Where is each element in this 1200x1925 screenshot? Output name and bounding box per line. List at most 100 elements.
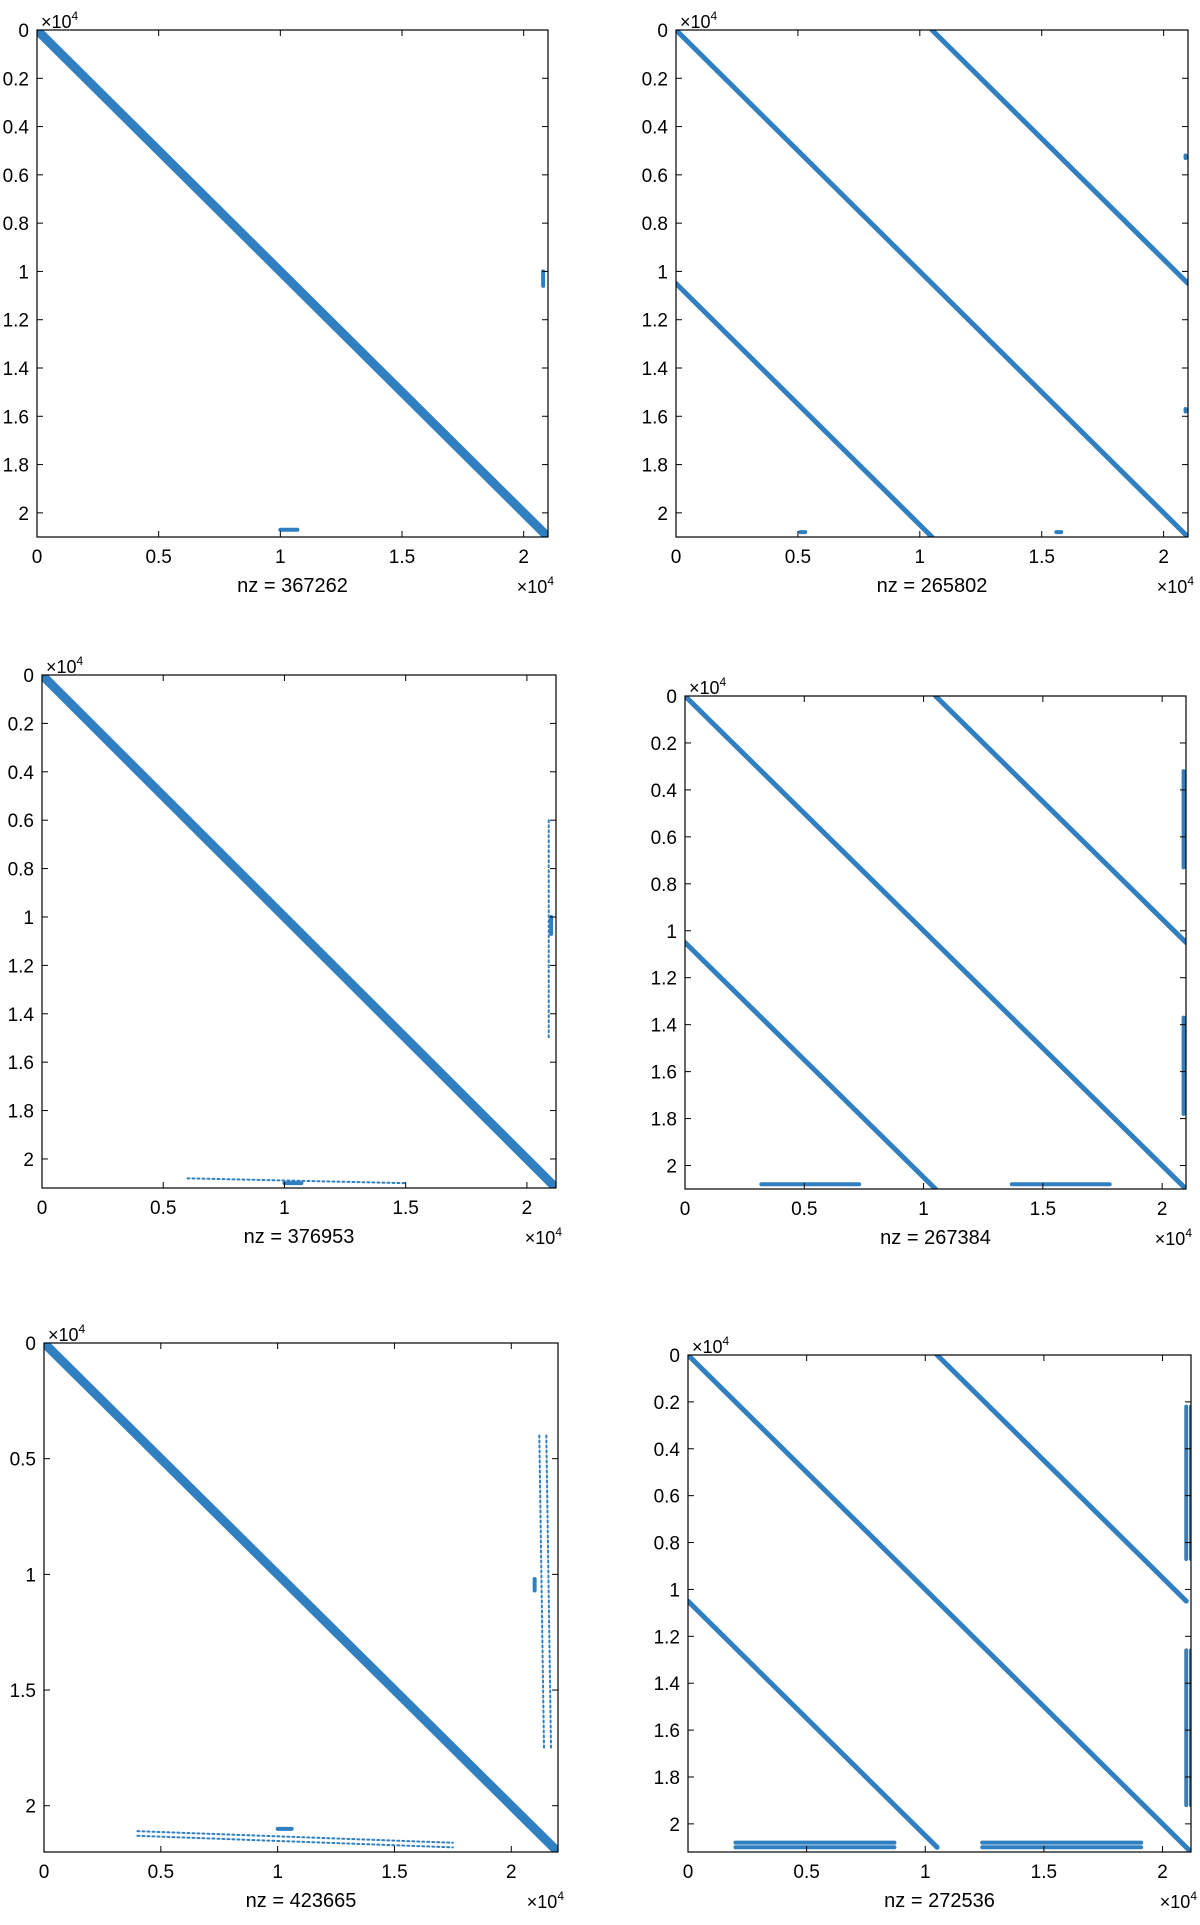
x-tick-label: 0 bbox=[39, 1862, 50, 1883]
x-tick-label: 0.5 bbox=[785, 547, 811, 568]
y-tick-label: 1.6 bbox=[3, 407, 29, 428]
y-tick-label: 0.4 bbox=[654, 1440, 681, 1461]
x-tick-label: 2 bbox=[1157, 1862, 1168, 1883]
y-tick-label: 1.6 bbox=[651, 1063, 677, 1084]
y-tick-label: 1 bbox=[666, 922, 677, 943]
axes-frame bbox=[684, 695, 1187, 1190]
y-tick-label: 1.4 bbox=[651, 1016, 678, 1037]
x-axis-multiplier: ×104 bbox=[525, 1225, 563, 1248]
band-lower-off-diagonal bbox=[676, 281, 935, 537]
y-tick-label: 1.4 bbox=[3, 359, 30, 380]
x-tick-label: 1 bbox=[275, 547, 286, 568]
band-upper-off-diagonal bbox=[933, 696, 1186, 945]
y-tick-label: 1.2 bbox=[8, 956, 34, 977]
x-tick-label: 0.5 bbox=[791, 1199, 817, 1220]
y-tick-label: 0.5 bbox=[10, 1450, 36, 1471]
nonzero-block-right-column-dotted-a bbox=[538, 1434, 545, 1749]
y-tick-label: 1 bbox=[657, 262, 668, 283]
y-tick-label: 0.2 bbox=[642, 69, 668, 90]
y-tick-label: 1.6 bbox=[8, 1053, 34, 1074]
y-axis-multiplier: ×104 bbox=[680, 9, 718, 32]
y-tick-label: 0.2 bbox=[651, 734, 677, 755]
plot-area bbox=[676, 30, 1188, 537]
x-axis-multiplier: ×104 bbox=[1157, 574, 1195, 597]
y-tick-label: 1.2 bbox=[3, 311, 29, 332]
y-tick-label: 0.6 bbox=[651, 828, 677, 849]
axes-frame bbox=[675, 29, 1189, 538]
x-tick-label: 2 bbox=[522, 1198, 533, 1219]
band-main-diagonal bbox=[44, 1343, 558, 1852]
x-tick-label: 2 bbox=[1158, 547, 1169, 568]
nz-count-label: nz = 272536 bbox=[884, 1890, 995, 1912]
x-tick-label: 0 bbox=[680, 1199, 691, 1220]
x-tick-label: 1.5 bbox=[1031, 1862, 1057, 1883]
nz-count-label: nz = 376953 bbox=[244, 1226, 355, 1248]
x-tick-label: 1.5 bbox=[381, 1862, 407, 1883]
nz-count-label: nz = 423665 bbox=[246, 1890, 357, 1912]
band-main-diagonal bbox=[688, 1355, 1191, 1852]
spy-panel-2: 0 0.5 1 1.5 2 0 0.2 0.4 0.6 0.8 1 1.2 1.4 1.6 1.8 2 ×104… bbox=[642, 9, 1195, 597]
y-tick-label: 1.8 bbox=[642, 456, 668, 477]
spy-panel-1: 0 0.5 1 1.5 2 0 0.2 0.4 0.6 0.8 1 1.2 1.4 1.6 1.8 2 ×104… bbox=[3, 9, 555, 597]
x-tick-label: 1.5 bbox=[1030, 1199, 1056, 1220]
y-tick-label: 1 bbox=[23, 908, 34, 929]
y-tick-label: 0.6 bbox=[3, 166, 29, 187]
x-tick-label: 1.5 bbox=[1029, 547, 1055, 568]
plot-area bbox=[688, 1355, 1191, 1852]
x-axis-multiplier: ×104 bbox=[517, 574, 555, 597]
y-tick-label: 0.4 bbox=[651, 781, 678, 802]
y-tick-label: 0.6 bbox=[654, 1487, 680, 1508]
spy-panel-5: 0 0.5 1 1.5 2 0 0.5 1 1.5 2 ×104 ×104 nz = 423665 bbox=[10, 1322, 565, 1912]
x-tick-label: 0 bbox=[32, 547, 43, 568]
nonzero-block-bottom-row-dotted-b bbox=[136, 1834, 454, 1849]
y-tick-label: 0.4 bbox=[8, 763, 35, 784]
y-tick-label: 1.4 bbox=[642, 359, 669, 380]
x-tick-label: 0.5 bbox=[148, 1862, 174, 1883]
y-tick-label: 0.4 bbox=[642, 118, 669, 139]
y-tick-label: 0.4 bbox=[3, 118, 30, 139]
axes-frame bbox=[41, 674, 557, 1189]
y-tick-label: 0.2 bbox=[8, 714, 34, 735]
y-axis-multiplier: ×104 bbox=[46, 654, 84, 677]
x-tick-label: 2 bbox=[518, 547, 529, 568]
y-tick-label: 2 bbox=[657, 504, 668, 525]
y-tick-label: 0.8 bbox=[651, 875, 677, 896]
band-main-diagonal bbox=[37, 30, 548, 537]
y-tick-label: 1.6 bbox=[654, 1721, 680, 1742]
axes-frame bbox=[43, 1342, 559, 1853]
y-axis-multiplier: ×104 bbox=[41, 9, 79, 32]
y-tick-label: 1.4 bbox=[654, 1674, 681, 1695]
x-tick-label: 0 bbox=[671, 547, 682, 568]
band-lower-off-diagonal bbox=[688, 1598, 940, 1850]
band-main-diagonal bbox=[42, 675, 556, 1188]
band-main-diagonal bbox=[685, 696, 1186, 1189]
y-tick-label: 0.8 bbox=[642, 214, 668, 235]
plot-area bbox=[42, 675, 556, 1188]
x-tick-label: 2 bbox=[1157, 1199, 1168, 1220]
y-tick-label: 0 bbox=[18, 21, 29, 42]
axes-frame bbox=[687, 1354, 1192, 1853]
y-tick-label: 0.6 bbox=[642, 166, 668, 187]
y-tick-label: 1.2 bbox=[642, 311, 668, 332]
y-tick-label: 1.4 bbox=[8, 1005, 35, 1026]
nonzero-block-bottom-row-dotted-a bbox=[136, 1830, 454, 1844]
x-tick-label: 1 bbox=[279, 1198, 290, 1219]
y-tick-label: 2 bbox=[666, 1157, 677, 1178]
plot-area bbox=[37, 30, 548, 537]
y-tick-label: 0.8 bbox=[3, 214, 29, 235]
nz-count-label: nz = 265802 bbox=[877, 575, 988, 597]
y-tick-label: 0.8 bbox=[654, 1534, 680, 1555]
x-axis-multiplier: ×104 bbox=[527, 1889, 565, 1912]
y-tick-label: 2 bbox=[18, 504, 29, 525]
x-tick-label: 1 bbox=[915, 547, 926, 568]
y-tick-label: 2 bbox=[25, 1797, 36, 1818]
band-upper-off-diagonal bbox=[929, 30, 1188, 286]
spy-panel-4: 0 0.5 1 1.5 200.20.40.60.811.21.41.61.82×104… bbox=[651, 675, 1193, 1249]
x-tick-label: 0.5 bbox=[145, 547, 171, 568]
y-tick-label: 0 bbox=[669, 1346, 680, 1367]
x-tick-label: 0 bbox=[683, 1862, 694, 1883]
axes-frame bbox=[36, 29, 549, 538]
x-tick-label: 0.5 bbox=[793, 1862, 819, 1883]
y-tick-label: 1.8 bbox=[8, 1102, 34, 1123]
x-tick-label: 1 bbox=[920, 1862, 931, 1883]
